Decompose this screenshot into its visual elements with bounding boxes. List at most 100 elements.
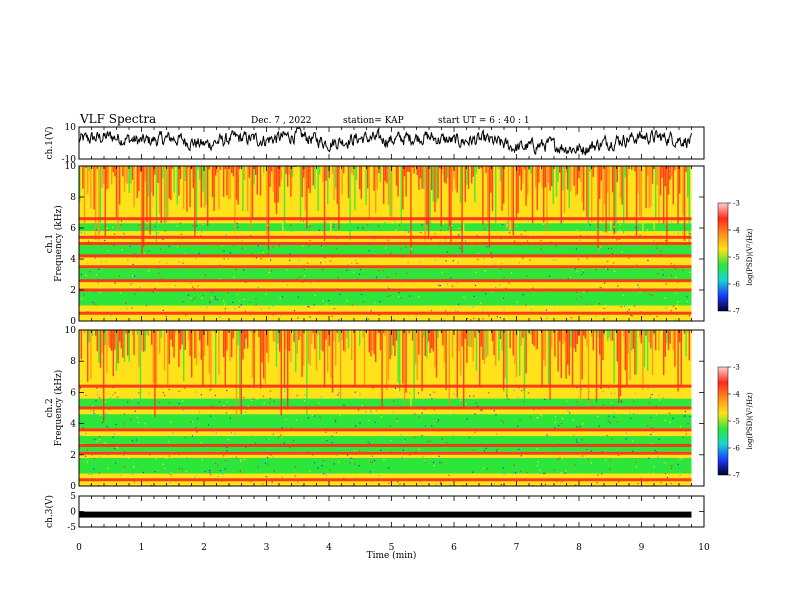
station-label: station= KAP <box>343 116 404 126</box>
spectral-streak <box>597 330 599 338</box>
spectral-streak <box>683 330 686 334</box>
spectral-speckle <box>635 466 638 468</box>
spectral-streak <box>144 330 146 351</box>
spectral-speckle <box>380 416 383 418</box>
spectral-speckle <box>515 440 518 442</box>
spectral-streak <box>557 330 559 372</box>
spectral-speckle <box>665 307 667 309</box>
spectral-streak <box>128 330 130 363</box>
spectral-speckle <box>123 307 126 309</box>
spectral-streak <box>488 330 490 377</box>
spectral-streak <box>352 330 354 345</box>
spectral-streak <box>317 166 319 212</box>
spectral-speckle <box>94 257 96 259</box>
spectral-streak <box>282 166 284 245</box>
spectral-streak <box>352 166 354 176</box>
spectral-speckle <box>124 234 126 236</box>
spectral-streak <box>160 330 162 339</box>
spectral-streak <box>266 166 268 236</box>
spectral-speckle <box>309 282 312 284</box>
spectral-streak <box>179 166 182 180</box>
spectral-streak <box>207 166 209 227</box>
spectral-speckle <box>521 470 523 472</box>
spectral-speckle <box>89 271 91 273</box>
spectral-speckle <box>129 245 132 248</box>
spectral-streak <box>679 166 681 194</box>
spectral-speckle <box>254 442 257 444</box>
spectral-speckle <box>266 439 268 441</box>
spectral-speckle <box>87 240 90 242</box>
spectral-speckle <box>178 261 180 263</box>
spectral-speckle <box>191 299 193 301</box>
spectral-streak <box>247 166 249 212</box>
spectral-speckle <box>401 277 404 279</box>
spectral-speckle <box>123 466 126 468</box>
spectral-speckle <box>432 461 435 464</box>
spectral-speckle <box>574 268 576 270</box>
spectral-speckle <box>92 405 94 407</box>
spectral-streak <box>402 166 404 210</box>
spectral-speckle <box>417 392 420 394</box>
spectral-speckle <box>219 278 221 280</box>
spectral-streak <box>347 166 350 198</box>
spectral-streak <box>419 330 422 332</box>
spectral-streak <box>496 330 498 333</box>
spectral-streak <box>616 330 618 362</box>
spectral-speckle <box>560 241 562 243</box>
spectral-speckle <box>512 472 515 475</box>
spectral-speckle <box>373 302 376 304</box>
spectral-speckle <box>131 473 134 475</box>
spectral-speckle <box>395 273 397 275</box>
spectral-speckle <box>484 286 486 288</box>
spectral-streak <box>219 166 222 170</box>
spectral-speckle <box>132 229 134 231</box>
spectral-speckle <box>471 414 473 416</box>
spectral-streak <box>455 330 457 332</box>
spectral-speckle <box>421 392 423 394</box>
spectral-speckle <box>174 284 176 287</box>
spectral-speckle <box>473 295 475 297</box>
spectral-streak <box>306 166 308 229</box>
spectral-speckle <box>401 456 403 458</box>
spectral-speckle <box>204 470 206 473</box>
spectral-speckle <box>291 230 293 232</box>
spectral-streak <box>381 166 383 185</box>
spectral-speckle <box>438 284 440 286</box>
spectral-speckle <box>129 284 132 286</box>
spectral-streak <box>363 330 366 386</box>
spectral-speckle <box>280 434 282 436</box>
spectral-speckle <box>672 433 674 436</box>
spectral-streak <box>240 330 242 414</box>
spectral-speckle <box>170 473 172 476</box>
spectral-streak <box>511 166 513 231</box>
spectral-speckle <box>93 303 96 305</box>
spectral-streak <box>640 166 642 218</box>
spectral-speckle <box>240 460 242 462</box>
spectral-speckle <box>652 239 655 242</box>
spectral-streak <box>471 330 473 348</box>
spectral-speckle <box>182 409 185 411</box>
spectral-streak <box>263 330 265 379</box>
spectral-streak <box>498 166 500 170</box>
spectral-speckle <box>619 229 621 231</box>
spectral-speckle <box>307 223 310 225</box>
spectral-speckle <box>431 397 433 400</box>
spectral-streak <box>117 330 119 364</box>
spectral-speckle <box>244 310 246 312</box>
spectral-speckle <box>115 462 117 464</box>
spectral-streak <box>661 330 663 333</box>
spectral-speckle <box>681 458 683 460</box>
spectral-speckle <box>420 261 422 263</box>
spectral-speckle <box>162 238 164 240</box>
spectral-speckle <box>420 400 422 402</box>
spectral-speckle <box>632 440 634 442</box>
spectral-streak <box>139 330 142 405</box>
spectral-speckle <box>569 397 571 399</box>
spectral-streak <box>253 166 255 185</box>
spectral-speckle <box>602 404 604 406</box>
spectral-streak <box>672 166 674 205</box>
spectral-speckle <box>439 432 441 434</box>
spectral-speckle <box>375 410 378 412</box>
spectral-streak <box>384 166 386 182</box>
spectral-speckle <box>424 299 426 301</box>
